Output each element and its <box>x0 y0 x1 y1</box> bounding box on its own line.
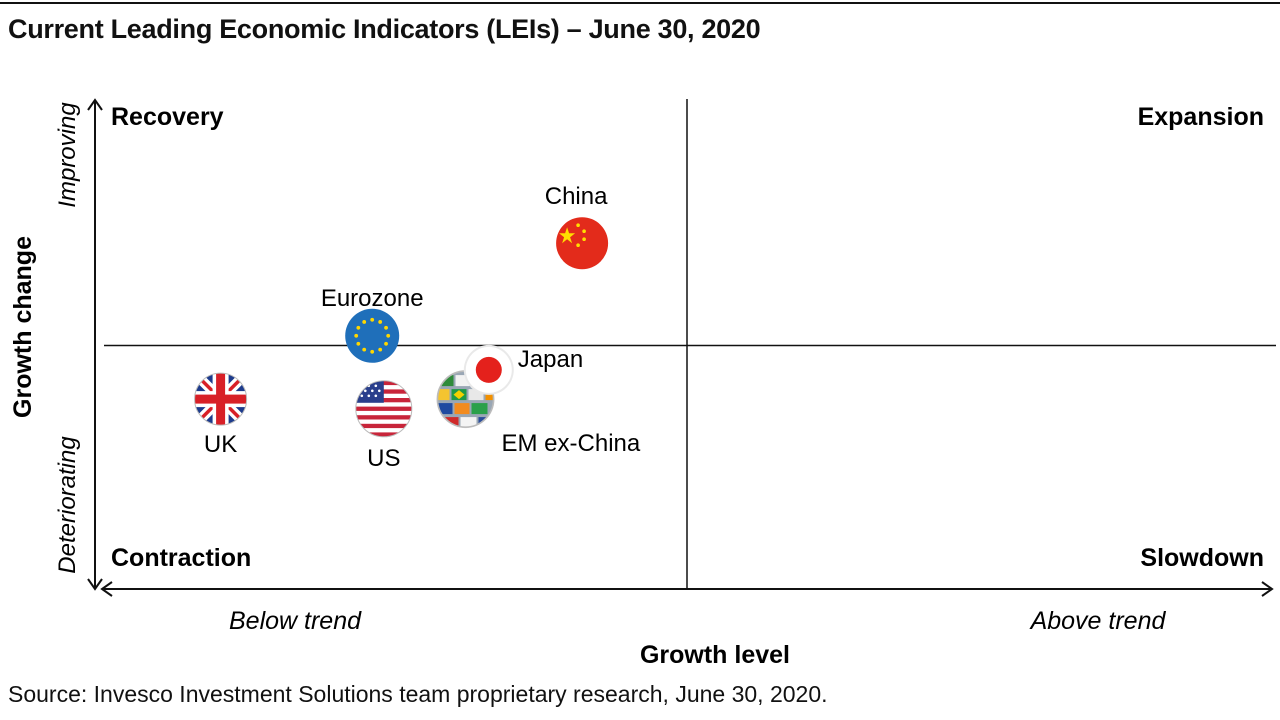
point-japan: Japan <box>463 344 583 395</box>
eu-star-icon <box>370 317 375 322</box>
point-label-china: China <box>545 183 608 210</box>
eu-star-icon <box>362 320 367 324</box>
x-axis-low-label: Below trend <box>229 607 362 635</box>
eu-star-icon <box>384 341 388 346</box>
uk-flag-icon <box>194 372 248 426</box>
point-em-ex-china: EM ex-China <box>436 370 641 457</box>
x-axis-left-arrow <box>100 581 113 597</box>
point-uk: UK <box>194 372 248 458</box>
point-china: China <box>545 183 609 270</box>
y-axis-high-label: Improving <box>54 102 81 208</box>
eu-star-icon <box>356 325 361 330</box>
quadrant-label-slowdown: Slowdown <box>1140 544 1264 572</box>
y-axis-top-arrow <box>87 98 103 111</box>
japan-flag-icon <box>463 344 514 395</box>
eu-star-icon <box>362 347 367 352</box>
eu-star-icon <box>378 347 383 352</box>
x-axis-high-label: Above trend <box>1029 607 1167 635</box>
x-axis-title: Growth level <box>640 641 790 669</box>
y-axis-low-label: Deteriorating <box>54 436 81 574</box>
eu-star-icon <box>356 341 361 346</box>
point-label-japan: Japan <box>518 346 583 373</box>
us-flag-icon <box>355 380 413 438</box>
point-us: US <box>355 380 413 472</box>
eu-star-icon <box>386 333 391 338</box>
quadrant-label-expansion: Expansion <box>1138 103 1264 131</box>
point-eurozone: Eurozone <box>321 285 424 363</box>
x-axis-right-arrow <box>1261 581 1274 597</box>
eu-star-icon <box>378 320 383 324</box>
eu-flag-icon <box>345 308 400 363</box>
eu-star-icon <box>384 325 388 330</box>
y-axis-title: Growth change <box>9 236 37 418</box>
y-axis-bottom-arrow <box>87 578 103 591</box>
point-label-eurozone: Eurozone <box>321 285 424 312</box>
eu-star-icon <box>354 333 359 338</box>
chart-title: Current Leading Economic Indicators (LEI… <box>8 14 761 44</box>
top-rule <box>0 2 1280 4</box>
quadrant-label-contraction: Contraction <box>111 544 251 572</box>
point-label-us: US <box>367 445 400 472</box>
point-label-uk: UK <box>204 431 237 458</box>
china-flag-icon <box>556 217 609 270</box>
eu-star-icon <box>370 349 375 354</box>
point-label-em-ex-china: EM ex-China <box>502 430 641 457</box>
source-note: Source: Invesco Investment Solutions tea… <box>8 681 828 707</box>
quadrant-label-recovery: Recovery <box>111 103 224 131</box>
